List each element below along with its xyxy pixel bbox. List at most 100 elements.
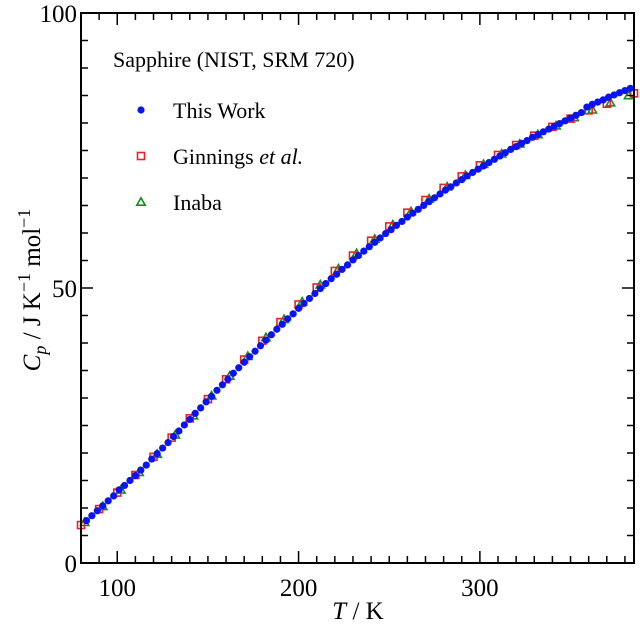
- x-axis-title: T / K: [332, 598, 383, 625]
- data-point: [463, 172, 471, 180]
- data-point: [333, 270, 341, 278]
- y-tick-label: 100: [40, 1, 78, 28]
- data-point: [430, 194, 439, 202]
- data-point: [594, 98, 602, 106]
- legend-item: This Work: [137, 98, 266, 123]
- plot-frame: [80, 12, 635, 564]
- data-point: [458, 176, 466, 184]
- data-point: [137, 466, 145, 474]
- data-point: [441, 186, 450, 194]
- data-point: [610, 91, 618, 99]
- x-axis-unit: / K: [346, 598, 384, 625]
- data-point: [246, 353, 254, 361]
- data-point: [583, 103, 591, 111]
- data-point: [447, 183, 455, 191]
- legend: This Work Ginnings et al. Inaba: [135, 98, 303, 215]
- data-point: [278, 320, 286, 328]
- data-point: [528, 133, 537, 141]
- data-point: [207, 392, 216, 400]
- data-point: [556, 119, 564, 128]
- data-point: [191, 409, 199, 417]
- data-point: [224, 375, 232, 383]
- data-point: [88, 512, 96, 520]
- data-point: [621, 86, 629, 95]
- data-point: [588, 100, 596, 108]
- data-point: [104, 497, 112, 505]
- data-point: [550, 122, 558, 130]
- data-point: [284, 315, 292, 323]
- data-point: [371, 238, 379, 246]
- data-marks: [76, 84, 639, 530]
- data-point: [251, 347, 259, 355]
- data-point: [403, 213, 411, 221]
- legend-marker-square-open: [136, 151, 146, 161]
- data-point: [501, 149, 509, 157]
- data-point: [517, 139, 526, 147]
- legend-label: This Work: [173, 98, 266, 123]
- y-axis-var: C: [19, 354, 46, 371]
- data-point: [485, 159, 493, 167]
- data-point: [392, 221, 401, 229]
- data-point: [469, 168, 477, 177]
- data-point: [142, 461, 150, 469]
- data-point: [539, 128, 547, 136]
- data-point: [479, 162, 488, 170]
- data-point: [175, 427, 183, 435]
- data-point: [376, 234, 384, 242]
- legend-label-part: et al.: [259, 144, 303, 169]
- legend-label-part: Inaba: [173, 190, 222, 215]
- x-axis-var: T: [332, 598, 348, 625]
- y-axis-sup2: −1: [14, 209, 34, 228]
- legend-item: Ginnings et al.: [136, 144, 303, 169]
- ticks: 100 200 300 0 50 100: [40, 1, 634, 602]
- data-point: [409, 209, 417, 217]
- y-tick-label: 50: [52, 276, 77, 303]
- legend-title: Sapphire (NIST, SRM 720): [113, 47, 355, 72]
- legend-marker-circle: [137, 106, 145, 114]
- data-point: [496, 152, 504, 160]
- data-point: [229, 369, 237, 377]
- data-point: [186, 415, 194, 424]
- data-point: [322, 280, 330, 288]
- data-point: [197, 404, 205, 412]
- data-point: [420, 201, 428, 210]
- data-point: [626, 84, 634, 92]
- data-point: [474, 165, 482, 173]
- data-point: [93, 507, 101, 515]
- data-point: [110, 492, 118, 500]
- data-point: [436, 190, 444, 198]
- data-point: [305, 294, 314, 303]
- data-point: [566, 114, 575, 122]
- data-point: [180, 421, 188, 429]
- data-point: [267, 331, 275, 339]
- data-point: [414, 205, 422, 213]
- data-point: [507, 145, 515, 153]
- y-tick-label: 0: [65, 551, 78, 578]
- data-point: [425, 198, 433, 206]
- data-point: [387, 226, 395, 234]
- data-point: [202, 398, 210, 406]
- data-point: [572, 111, 580, 119]
- data-point: [273, 325, 281, 333]
- legend-item: Inaba: [135, 190, 222, 215]
- data-point: [452, 179, 460, 187]
- data-point: [164, 438, 172, 447]
- data-point: [240, 358, 248, 366]
- legend-label-part: Ginnings: [173, 144, 259, 169]
- legend-label-part: This Work: [173, 98, 266, 123]
- data-point: [218, 381, 227, 389]
- data-point: [300, 299, 308, 307]
- data-point: [158, 444, 167, 452]
- data-point: [153, 449, 161, 458]
- data-point: [382, 229, 390, 238]
- axes: [80, 12, 635, 564]
- y-axis-sub: p: [30, 346, 50, 357]
- data-point: [262, 336, 270, 344]
- data-point: [294, 304, 303, 312]
- data-point: [605, 93, 613, 101]
- data-point: [99, 502, 107, 510]
- x-tick-label: 100: [99, 575, 137, 602]
- data-point: [289, 310, 297, 318]
- x-tick-label: 300: [461, 575, 499, 602]
